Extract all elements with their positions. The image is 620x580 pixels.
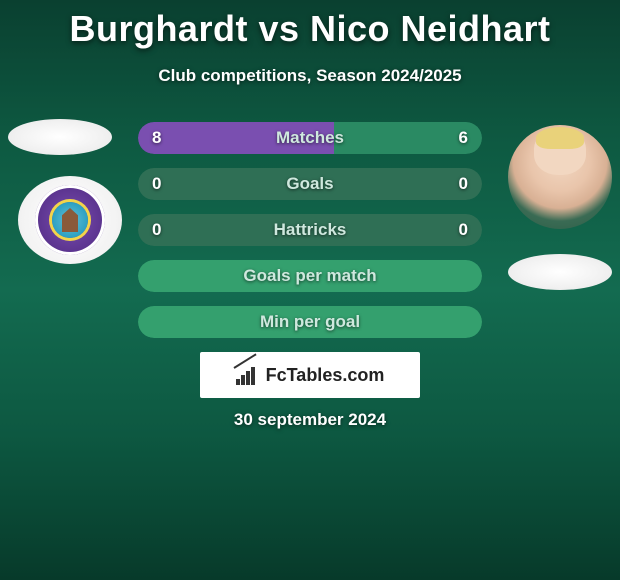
stat-row: Goals per match (138, 260, 482, 292)
stat-right-value: 0 (459, 220, 468, 240)
stat-label: Min per goal (260, 312, 360, 332)
player-right-avatar (508, 125, 612, 229)
stat-right-value: 0 (459, 174, 468, 194)
player-left-avatar (8, 119, 112, 155)
stat-right-value: 6 (459, 128, 468, 148)
stat-label: Goals (286, 174, 333, 194)
stat-label: Matches (276, 128, 344, 148)
stat-left-value: 0 (152, 220, 161, 240)
player-right-club-badge (508, 254, 612, 290)
stat-row: 8 6 Matches (138, 122, 482, 154)
brand-text: FcTables.com (266, 365, 385, 386)
stat-label: Hattricks (274, 220, 347, 240)
page-title: Burghardt vs Nico Neidhart (0, 0, 620, 50)
stat-left-value: 8 (152, 128, 161, 148)
date-text: 30 september 2024 (0, 410, 620, 430)
player-left-club-badge (18, 176, 122, 264)
stat-label: Goals per match (243, 266, 376, 286)
subtitle: Club competitions, Season 2024/2025 (0, 66, 620, 86)
brand-watermark: FcTables.com (200, 352, 420, 398)
stat-row: 0 0 Hattricks (138, 214, 482, 246)
stat-row: 0 0 Goals (138, 168, 482, 200)
bars-icon (236, 365, 260, 385)
stat-row: Min per goal (138, 306, 482, 338)
stat-left-value: 0 (152, 174, 161, 194)
stats-container: 8 6 Matches 0 0 Goals 0 0 Hattricks Goals per mat… (138, 122, 482, 352)
